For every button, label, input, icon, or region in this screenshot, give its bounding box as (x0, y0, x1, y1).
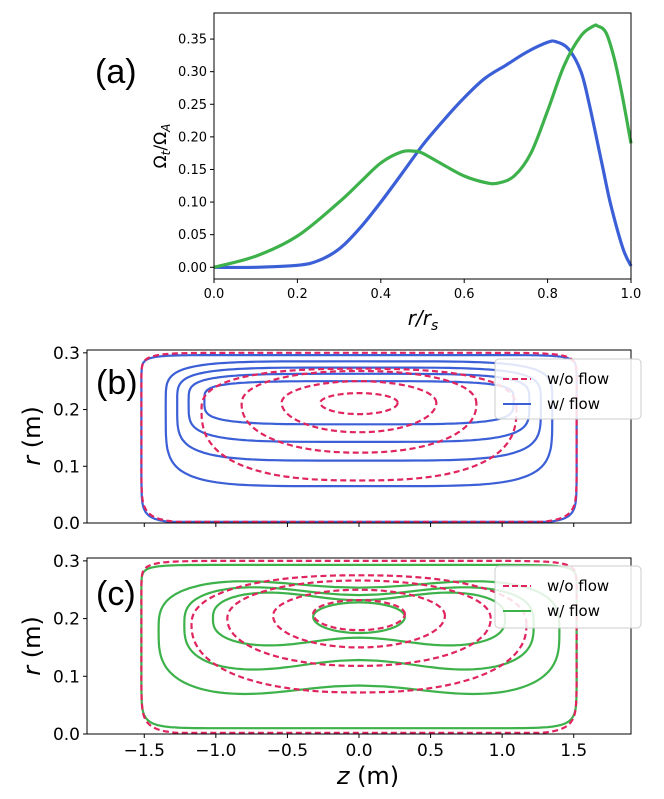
panel-a-y-label-omega: Ω (151, 155, 171, 168)
panel-a-y-tick-label: 0.00 (178, 261, 207, 276)
panel-a-y-label: Ωt/ΩA (151, 124, 173, 169)
panel-b-legend-box (494, 358, 642, 420)
panel-c-legend-box (494, 565, 642, 629)
panel-c-y-tick-label: 0.1 (53, 667, 80, 687)
panel-a-y-label-sub-a: A (159, 124, 173, 133)
panel-a-frame (213, 12, 632, 280)
panel-b-label: (b) (96, 364, 138, 402)
panel-c-y-label-main: r (18, 664, 46, 676)
panel-b-legend-entry-0: w/o flow (547, 370, 609, 388)
panel-c-y-label-units: (m) (18, 616, 46, 666)
panel-c-x-tick-label: 0.0 (345, 741, 372, 761)
panel-c-x-label-units: (m) (349, 762, 399, 790)
panel-c-x-tick-label: 1.5 (560, 741, 587, 761)
panel-a-plot-area (213, 23, 633, 270)
panel-a-x-label-main: r/r (408, 306, 433, 330)
panel-b-y-label-main: r (18, 454, 46, 466)
panel-a-label: (a) (95, 53, 137, 91)
panel-b-x-ticks (143, 523, 575, 527)
panel-c-label: (c) (96, 575, 136, 613)
panel-a-y-tick-label: 0.05 (178, 228, 207, 243)
panel-c-y-label: r (m) (18, 616, 46, 676)
panel-c-dashed-contour-0 (140, 559, 578, 734)
panel-b-solid-contour-3 (187, 372, 531, 443)
panel-c-x-tick-label: −1.5 (124, 741, 165, 761)
panel-a-y-label-slash: /Ω (151, 132, 171, 151)
panel-c-x-tick-label: 0.5 (417, 741, 444, 761)
panel-c: −1.5 −1.0 −0.5 0.0 0.5 1.0 1.5 0.0 0.1 0.2 0.3 (c… (18, 552, 642, 790)
panel-b-dashed-contour-0 (140, 351, 578, 523)
panel-b: 0.0 0.1 0.2 0.3 (b) r (m) w/o flow w/ flow (18, 344, 642, 534)
panel-a-y-ticks: 0.00 0.05 0.10 0.15 0.20 0.25 0.30 0.35 (178, 33, 214, 276)
panel-c-y-tick-label: 0.2 (53, 610, 80, 630)
panel-c-dashed-contour-1 (190, 574, 528, 694)
panel-a-y-tick-label: 0.15 (178, 163, 207, 178)
panel-a-y-tick-label: 0.35 (178, 33, 207, 48)
panel-b-y-tick-label: 0.2 (53, 401, 80, 421)
panel-a-x-label: r/rs (408, 306, 438, 334)
panel-a-x-tick-label: 0.4 (370, 287, 391, 302)
panel-b-y-tick-label: 0.1 (53, 457, 80, 477)
panel-a-x-tick-label: 1.0 (621, 287, 642, 302)
panel-b-dashed-contour-2 (240, 369, 478, 454)
panel-a-series-blue (213, 39, 633, 270)
panel-a-series-green (213, 23, 633, 269)
panel-b-y-ticks: 0.0 0.1 0.2 0.3 (53, 344, 87, 534)
panel-c-y-tick-label: 0.0 (53, 725, 80, 745)
panel-c-legend-entry-1: w/ flow (547, 602, 600, 620)
panel-b-dashed-contour-4 (319, 392, 399, 416)
panel-c-solid-contour-4 (312, 601, 406, 635)
panel-c-dashed-contour-4 (312, 599, 406, 632)
panel-c-solid-contour-2 (183, 586, 535, 671)
panel-c-x-tick-label: −0.5 (267, 741, 308, 761)
panel-b-y-label: r (m) (18, 406, 46, 466)
panel-c-legend-entry-0: w/o flow (547, 577, 609, 595)
panel-c-x-tick-label: −1.0 (195, 741, 236, 761)
panel-a-x-tick-label: 0.6 (454, 287, 475, 302)
panel-a-x-tick-label: 0.0 (204, 287, 225, 302)
panel-c-y-ticks: 0.0 0.1 0.2 0.3 (53, 552, 87, 745)
panel-c-dashed-contour-2 (226, 579, 492, 667)
panel-c-dashed-contour-3 (271, 588, 447, 649)
panel-c-x-label-main: z (336, 762, 351, 790)
panel-b-y-tick-label: 0.3 (53, 344, 80, 364)
panel-a-x-ticks: 0.0 0.2 0.4 0.6 0.8 1.0 (204, 279, 642, 302)
panel-a-y-label-sub-t: t (159, 149, 173, 155)
panel-b-plot-area (140, 351, 578, 523)
panel-b-dashed-contour-3 (280, 380, 438, 434)
panel-c-solid-contour-1 (157, 580, 561, 696)
panel-c-x-ticks: −1.5 −1.0 −0.5 0.0 0.5 1.0 1.5 (124, 734, 587, 761)
panel-b-solid-contour-4 (203, 380, 515, 426)
panel-b-y-label-units: (m) (18, 406, 46, 456)
panel-b-dashed-contour-1 (200, 367, 518, 482)
panel-a-y-tick-label: 0.10 (178, 196, 207, 211)
panel-c-x-label: z (m) (336, 762, 399, 790)
panel-a-y-tick-label: 0.30 (178, 65, 207, 80)
panel-c-legend: w/o flow w/ flow (494, 565, 642, 629)
panel-a-x-tick-label: 0.2 (287, 287, 308, 302)
panel-b-y-tick-label: 0.0 (53, 514, 80, 534)
panel-a-y-tick-label: 0.20 (178, 130, 207, 145)
panel-a: (a) 0.0 0.2 0.4 0.6 0.8 1.0 0.000.050.100.150… (95, 12, 642, 334)
panel-a-y-tick-label: 0.25 (178, 98, 207, 113)
panel-c-y-tick-label: 0.3 (53, 552, 80, 572)
panel-a-x-label-sub: s (431, 318, 438, 334)
panel-a-x-tick-label: 0.8 (537, 287, 558, 302)
panel-c-x-tick-label: 1.0 (489, 741, 516, 761)
panel-b-legend: w/o flow w/ flow (494, 358, 642, 420)
panel-b-legend-entry-1: w/ flow (547, 395, 600, 413)
panel-c-solid-contour-3 (211, 591, 507, 647)
